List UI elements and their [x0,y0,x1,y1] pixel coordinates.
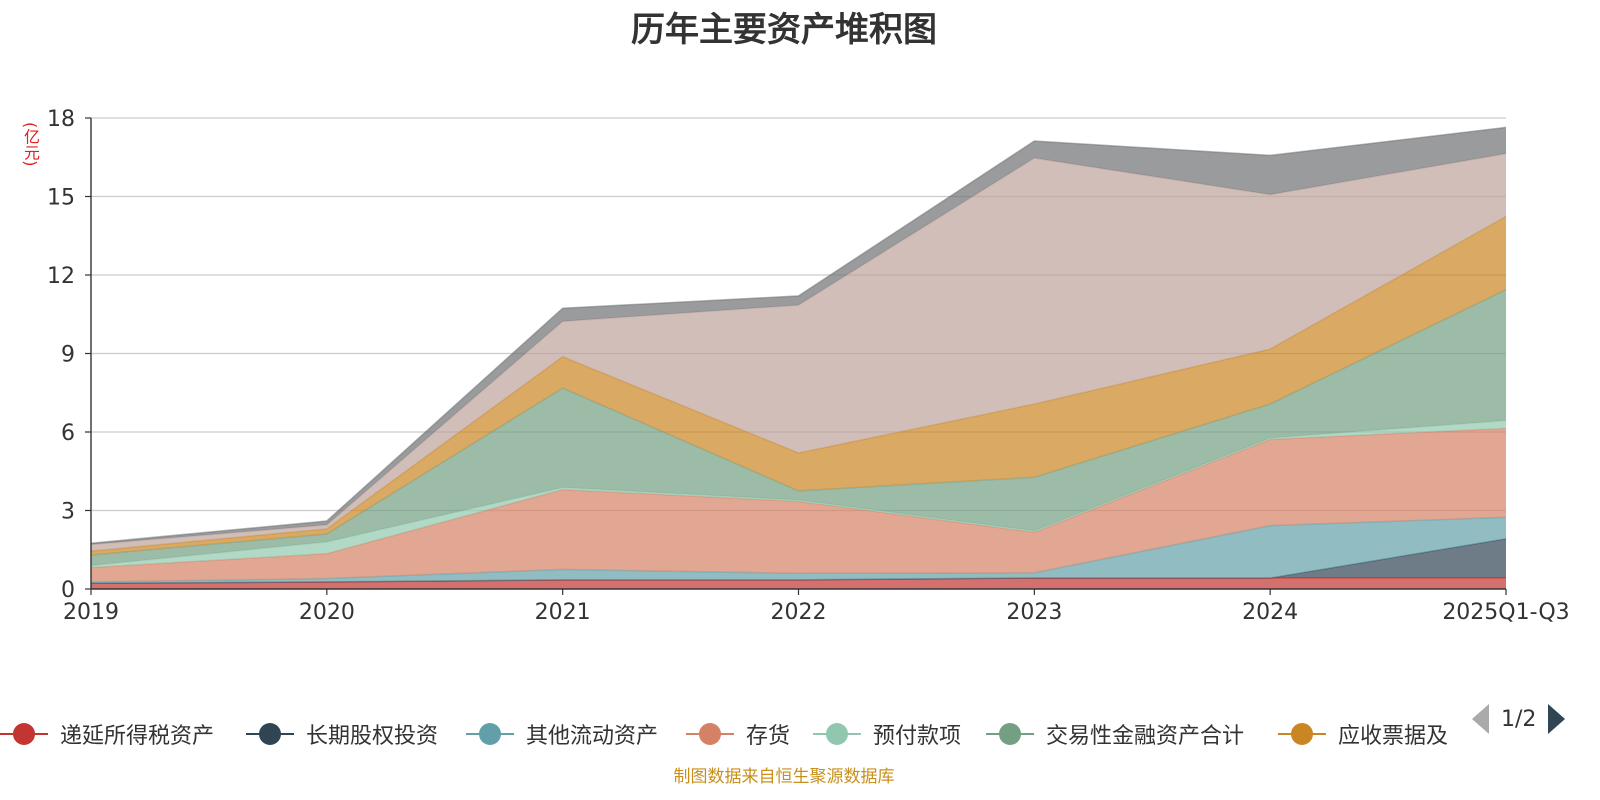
area-预付款项 [91,420,1506,568]
legend-item[interactable]: 递延所得税资产 [0,716,214,752]
y-axis-unit: (亿元) [21,122,40,167]
y-tick-label: 9 [61,343,75,368]
x-tick-label: 2023 [1006,600,1062,625]
x-tick-label: 2022 [771,600,827,625]
legend-marker-icon [1278,722,1326,746]
area-series [90,126,1507,589]
legend-page-indicator: 1/2 [1501,706,1537,732]
legend: 递延所得税资产 长期股权投资 其他流动资产 存货 预付款项 交易性金融资产合计 应收票据及 [0,716,1600,756]
y-tick-label: 0 [61,578,75,603]
x-tick-label: 2019 [63,600,119,625]
legend-item[interactable]: 长期股权投资 [246,716,438,752]
y-tick-label: 12 [47,264,75,289]
x-tick-label: 2020 [299,600,355,625]
legend-label: 长期股权投资 [306,724,439,749]
legend-marker-icon [246,722,294,746]
area-应收票据及应收账款 [91,216,1506,555]
legend-marker-icon [813,722,861,746]
legend-label: 应收票据及 [1338,724,1449,749]
stacked-area-chart: 0 3 6 9 12 15 18 2019 2020 2021 2022 2023 2024 2025Q1… [47,107,1570,625]
legend-item[interactable]: 存货 [686,716,790,752]
legend-item[interactable]: 其他流动资产 [466,716,658,752]
legend-label: 递延所得税资产 [60,724,215,749]
next-page-icon[interactable] [1548,704,1566,734]
y-tick-label: 18 [47,107,75,132]
x-tick-label: 2024 [1242,600,1298,625]
legend-marker-icon [466,722,514,746]
x-tick-label: 2025Q1-Q3 [1442,600,1569,625]
legend-marker-icon [686,722,734,746]
y-tick-label: 15 [47,186,75,211]
legend-label: 其他流动资产 [526,724,659,749]
area-其他 [91,127,1506,545]
legend-label: 交易性金融资产合计 [1046,724,1245,749]
legend-item[interactable]: 应收票据及 [1278,716,1448,752]
y-tick-label: 3 [61,500,75,525]
area-货币资金 [91,153,1506,552]
axes: 0 3 6 9 12 15 18 2019 2020 2021 2022 2023 2024 2025Q1… [47,107,1570,625]
area-交易性金融资产合计 [91,289,1506,566]
legend-label: 存货 [746,724,791,749]
area-递延所得税资产 [91,578,1506,589]
legend-label: 预付款项 [873,724,962,749]
x-tick-label: 2021 [535,600,591,625]
legend-item[interactable]: 交易性金融资产合计 [986,716,1244,752]
legend-marker-icon [986,722,1034,746]
area-存货 [91,428,1506,582]
legend-pager: 1/2 [1472,704,1566,734]
legend-marker-icon [0,722,48,746]
chart-title: 历年主要资产堆积图 [631,10,937,50]
y-tick-label: 6 [61,421,75,446]
data-source-note: 制图数据来自恒生聚源数据库 [673,767,895,787]
prev-page-icon[interactable] [1472,704,1489,734]
line-其他 [90,126,1507,544]
area-其他流动资产 [91,517,1506,584]
line-货币资金 [90,152,1507,546]
legend-item[interactable]: 预付款项 [813,716,961,752]
